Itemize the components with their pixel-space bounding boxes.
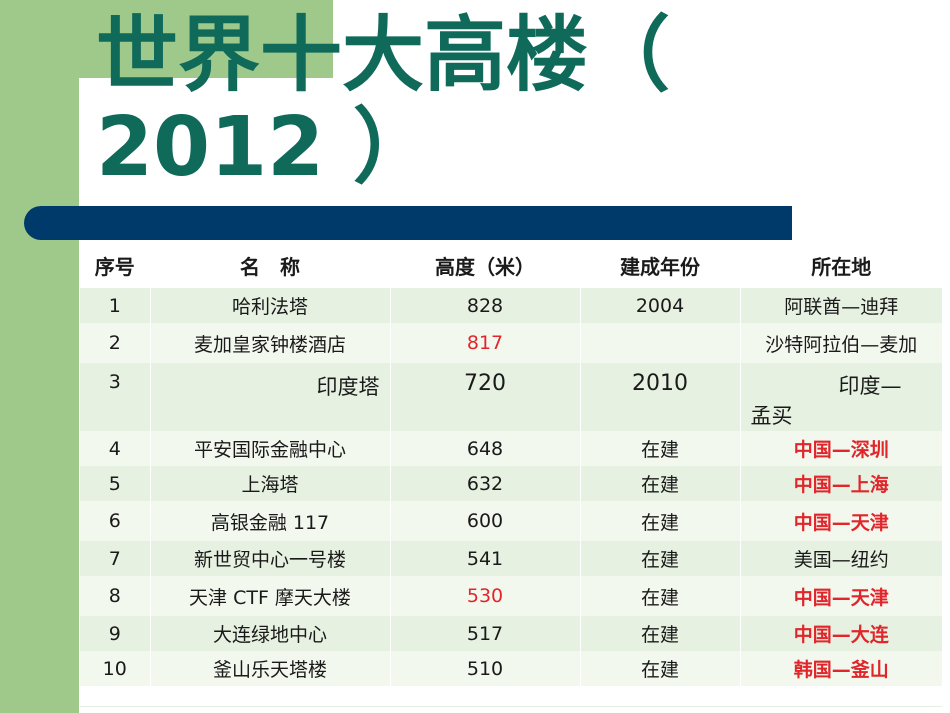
- cell-name: 釜山乐天塔楼: [149, 651, 390, 686]
- cell-rank: 2: [108, 332, 121, 354]
- cell-name: 平安国际金融中心: [149, 431, 390, 466]
- cell-rank: 5: [108, 472, 121, 495]
- cell-name: 新世贸中心一号楼: [149, 541, 390, 576]
- cell-location: 中国—大连: [739, 616, 942, 651]
- header-name: 名 称: [149, 242, 390, 288]
- cell-location: 中国—天津: [739, 576, 942, 616]
- cell-year: 2010: [579, 363, 740, 431]
- table-header-row: 序号 名 称 高度（米） 建成年份 所在地: [80, 242, 942, 288]
- cell-height: 510: [389, 651, 580, 686]
- cell-year: 在建: [579, 576, 740, 616]
- location-line-2: 孟买: [750, 404, 793, 428]
- table-row: 4 平安国际金融中心 648 在建 中国—深圳: [80, 431, 942, 466]
- header-location: 所在地: [739, 242, 942, 288]
- cell-year: 在建: [579, 431, 740, 466]
- cell-year: [579, 323, 740, 363]
- table-row: 5 上海塔 632 在建 中国—上海: [80, 466, 942, 501]
- table-row: 10 釜山乐天塔楼 510 在建 韩国—釜山: [80, 651, 942, 686]
- cell-year: 在建: [579, 616, 740, 651]
- cell-name: 高银金融 117: [149, 501, 390, 541]
- cell-height: 541: [389, 541, 580, 576]
- cell-rank: 6: [108, 510, 121, 532]
- cell-rank: 8: [108, 585, 121, 607]
- cell-year: 在建: [579, 651, 740, 686]
- cell-height: 517: [389, 616, 580, 651]
- cell-rank: 3: [108, 371, 121, 393]
- decor-green-strip: [0, 0, 79, 713]
- slide-title: 世界十大高楼（ 2012 ）: [96, 8, 671, 195]
- tallest-buildings-table: 序号 名 称 高度（米） 建成年份 所在地 1 哈利法塔 828 2004 阿联…: [80, 242, 942, 686]
- location-line-1: 印度—: [838, 374, 902, 398]
- cell-height: 648: [389, 431, 580, 466]
- table-row: 3 印度塔 720 2010 印度— 孟买: [80, 363, 942, 431]
- table-row: 8 天津 CTF 摩天大楼 530 在建 中国—天津: [80, 576, 942, 616]
- table-row: 1 哈利法塔 828 2004 阿联酋—迪拜: [80, 288, 942, 323]
- cell-location: 美国—纽约: [739, 541, 942, 576]
- cell-name: 上海塔: [149, 466, 390, 501]
- table-row: 2 麦加皇家钟楼酒店 817 沙特阿拉伯—麦加: [80, 323, 942, 363]
- cell-location: 中国—天津: [739, 501, 942, 541]
- cell-name: 印度塔: [149, 363, 390, 431]
- cell-rank: 4: [108, 437, 121, 460]
- decor-navy-bar: [24, 206, 792, 240]
- cell-rank: 7: [108, 547, 121, 570]
- cell-location: 中国—深圳: [739, 431, 942, 466]
- cell-name: 天津 CTF 摩天大楼: [149, 576, 390, 616]
- cell-name: 大连绿地中心: [149, 616, 390, 651]
- cell-location: 沙特阿拉伯—麦加: [739, 323, 942, 363]
- decor-bottom-line: [80, 706, 942, 707]
- cell-height: 600: [389, 501, 580, 541]
- cell-year: 在建: [579, 466, 740, 501]
- cell-height: 720: [389, 363, 580, 431]
- cell-location: 中国—上海: [739, 466, 942, 501]
- cell-year: 2004: [579, 288, 740, 323]
- cell-location: 阿联酋—迪拜: [739, 288, 942, 323]
- cell-rank: 9: [108, 622, 121, 645]
- cell-location: 韩国—釜山: [739, 651, 942, 686]
- cell-location: 印度— 孟买: [739, 363, 942, 431]
- cell-name: 哈利法塔: [149, 288, 390, 323]
- cell-rank: 10: [102, 657, 127, 680]
- cell-rank: 1: [108, 294, 121, 317]
- header-height: 高度（米）: [389, 242, 580, 288]
- table-row: 9 大连绿地中心 517 在建 中国—大连: [80, 616, 942, 651]
- table-row: 6 高银金融 117 600 在建 中国—天津: [80, 501, 942, 541]
- cell-height: 530: [389, 576, 580, 616]
- cell-year: 在建: [579, 541, 740, 576]
- cell-name: 麦加皇家钟楼酒店: [149, 323, 390, 363]
- cell-height: 817: [389, 323, 580, 363]
- cell-height: 632: [389, 466, 580, 501]
- cell-height: 828: [389, 288, 580, 323]
- table-row: 7 新世贸中心一号楼 541 在建 美国—纽约: [80, 541, 942, 576]
- header-rank: 序号: [94, 254, 135, 279]
- header-year: 建成年份: [579, 242, 740, 288]
- cell-year: 在建: [579, 501, 740, 541]
